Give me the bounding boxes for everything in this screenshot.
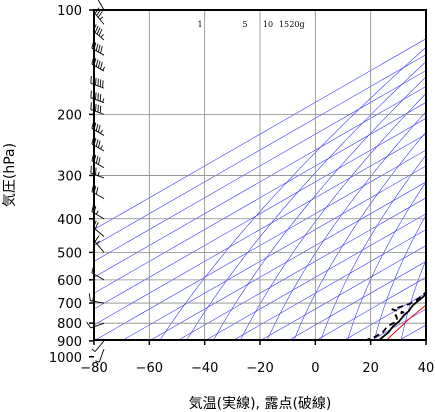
isotherm [316,276,426,340]
y-tick-label: 600 [57,274,82,289]
isotherm [205,213,426,340]
wind-barb [94,235,105,253]
y-tick-label: 500 [57,246,82,261]
wind-barb [95,348,105,363]
mixing-ratio-labels: 1 5 10 15 20g [197,20,304,29]
dry-adiabat [293,131,426,340]
temperature-line [378,292,426,340]
y-tick-label: 200 [57,108,82,123]
dewpoint-line [363,291,426,340]
parcel-line [385,304,426,340]
y-tick-label: 100 [57,4,82,19]
y-tick-label: 300 [57,169,82,184]
wind-barbs [86,0,106,363]
mixing-ratio-label: 10 [263,20,273,29]
isotherm [288,261,426,340]
plot-frame [93,9,427,341]
mixing-ratio-label: 1 [197,20,202,29]
isotherm [94,38,426,230]
wind-barb [90,76,105,89]
mixing-ratio-label: 20g [289,20,304,29]
x-tick-label: 0 [311,361,319,376]
wind-barb [90,90,105,104]
x-tick-label: 20 [362,361,379,376]
dry-adiabat [213,76,426,340]
y-tick-label: 400 [57,213,82,228]
mixing-ratio-label: 5 [242,20,247,29]
isotherm [94,102,426,294]
x-tick-label: −60 [136,361,163,376]
isotherm [94,86,426,278]
y-tick-label: 1000 [49,351,82,366]
mixing-ratio-label: 15 [279,20,289,29]
dry-adiabat [347,181,426,340]
x-tick-label: 40 [418,361,435,376]
isotherm [94,133,426,326]
isotherm [150,181,426,340]
isotherm [260,245,426,340]
isotherm [94,149,426,340]
axis-layer: −80 −60 −40 −20 0 20 40 100 200 300 400 500 600 700 80… [49,4,434,376]
isotherm [233,229,426,340]
x-axis-title: 気温(実線), 露点(破線) [189,396,332,412]
y-tick-label: 700 [57,297,82,312]
isotherm [94,54,426,246]
y-tick-label: 900 [57,335,82,350]
series-layer [363,291,426,340]
wind-barb [91,340,105,352]
y-axis-title: 気圧(hPa) [2,143,18,207]
isotherm [122,165,426,340]
wind-barb [89,293,105,304]
isotherm [177,197,426,340]
isotherm [94,117,426,310]
x-tick-label: −80 [80,361,107,376]
dry-adiabat [159,46,426,340]
x-tick-label: −20 [246,361,273,376]
x-tick-label: −40 [191,361,218,376]
wind-barb [90,102,105,115]
isotherm [94,70,426,262]
y-tick-label: 800 [57,317,82,332]
wind-barb [97,0,105,11]
